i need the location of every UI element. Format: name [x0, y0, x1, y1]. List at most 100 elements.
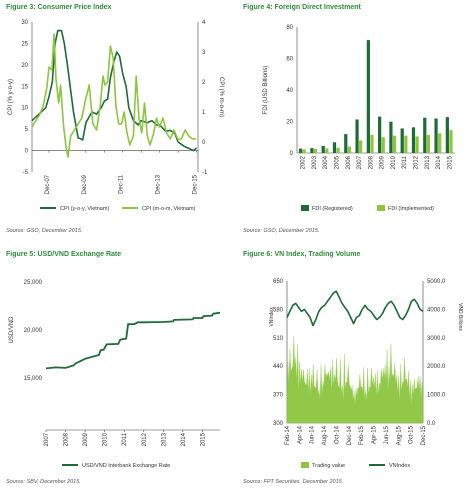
fdi-ytick: 20 — [286, 120, 293, 126]
cpi-ytick: 5 — [25, 127, 29, 133]
fdi-implemented-bar — [438, 133, 442, 153]
fdi-registered-bar — [321, 145, 325, 153]
vni-xtick-label: Jun-14 — [310, 425, 316, 444]
fx-xtick-label: 2012 — [142, 432, 148, 446]
fdi-registered-bar — [299, 148, 303, 153]
fdi-implemented-bar — [325, 148, 329, 153]
fdi-ytick: 40 — [286, 88, 293, 94]
fx-legend-rate-label: USD/VND Interbank Exchange Rate — [82, 463, 170, 469]
fdi-registered-bar — [423, 117, 427, 153]
vni-trading-area — [286, 335, 424, 424]
fx-source: Source: SBV, December 2015. — [6, 479, 81, 485]
fx-xtick-label: 2014 — [181, 432, 187, 446]
cpi-legend-mom-label: CPI (m-o-m, Vietnam) — [142, 206, 196, 212]
fx-ytick: 25,000 — [24, 280, 43, 286]
vni-ytick: 440 — [273, 364, 284, 370]
vni-source: Source: FPT Securities, December 2015. — [243, 479, 344, 485]
cpi-xtick-label: Dec-13 — [156, 174, 162, 194]
cpi-source: Source: GSO, December 2015. — [6, 228, 83, 234]
fdi-xtick-label: 2011 — [402, 155, 408, 169]
fdi-implemented-bar — [359, 140, 363, 153]
vni-y2tick: 3000.0 — [427, 336, 446, 342]
cpi-legend-yoy-label: CPI (y-o-y, Vietnam) — [60, 206, 109, 212]
vni-xtick-label: Oct-14 — [334, 425, 340, 444]
fx-xtick-label: 2008 — [64, 432, 70, 446]
cpi-y2tick: 1 — [202, 110, 206, 116]
fdi-implemented-bar — [415, 136, 419, 153]
fx-ylabel: USD/VND — [9, 316, 15, 344]
vni-y2tick: 5000.0 — [427, 279, 446, 285]
fdi-xtick-label: 2013 — [425, 155, 431, 169]
fdi-implemented-bar — [302, 149, 306, 153]
vni-ytick: 300 — [273, 421, 284, 427]
vni-panel: Figure 6: VN Index, Trading Volume 300 37… — [237, 247, 474, 494]
vni-chart: 300 370 440 510 580 650 0.0 1000.0 2000.0 3000.0 4… — [269, 279, 463, 469]
fx-xtick-label: 2007 — [44, 432, 50, 446]
fdi-registered-bar — [378, 116, 382, 153]
vni-ytick: 650 — [273, 279, 284, 285]
vni-xtick-label: Feb-14 — [285, 425, 291, 445]
fdi-xtick-label: 2015 — [447, 155, 453, 169]
fdi-registered-bar — [332, 142, 337, 153]
cpi-y2tick: 3 — [202, 50, 206, 56]
fx-xtick-label: 2010 — [103, 432, 109, 446]
fx-chart: 15,000 20,000 25,000 USD/VND 2007 2008 2009 201… — [9, 280, 221, 469]
cpi-y2tick: 4 — [202, 20, 206, 26]
fdi-implemented-bar — [449, 130, 453, 153]
fx-title: Figure 5: USD/VND Exchange Rate — [6, 251, 122, 258]
fdi-ytick: 60 — [286, 57, 293, 63]
fdi-ytick: 80 — [286, 25, 293, 31]
fdi-legend-registered-label: FDI (Registered) — [312, 206, 353, 212]
fdi-registered-bar — [355, 119, 359, 153]
vni-xtick-label: Apr-15 — [372, 425, 378, 444]
vni-title: Figure 6: VN Index, Trading Volume — [243, 251, 361, 258]
fdi-legend-implemented-swatch — [377, 205, 385, 211]
fdi-registered-bar — [389, 121, 393, 153]
fdi-registered-bar — [344, 134, 348, 153]
fdi-registered-bar — [411, 127, 416, 153]
fdi-implemented-bar — [347, 146, 351, 153]
fdi-xtick-label: 2005 — [335, 155, 341, 169]
cpi-ylabel: CPI (% y-o-y) — [8, 79, 14, 115]
fdi-panel: Figure 4: Foreign Direct Investment 0 20 4… — [237, 0, 474, 247]
cpi-y2tick: -1 — [202, 170, 208, 176]
fx-panel: Figure 5: USD/VND Exchange Rate 15,000 20… — [0, 247, 237, 494]
cpi-title: Figure 3: Consumer Price Index — [6, 4, 112, 11]
fdi-implemented-bar — [426, 134, 430, 153]
cpi-ytick: 25 — [21, 41, 28, 47]
fx-xtick-label: 2013 — [161, 432, 167, 446]
fdi-xtick-label: 2006 — [346, 155, 352, 169]
vni-ytick: 510 — [273, 336, 284, 342]
fx-xtick-label: 2011 — [122, 432, 128, 446]
vni-legend-trading-swatch — [301, 462, 309, 468]
fdi-xtick-label: 2012 — [414, 155, 420, 169]
cpi-ytick: 20 — [21, 63, 28, 69]
cpi-chart: -5 0 5 10 15 20 25 30 -1 0 1 2 3 4 CPI (% y-o-y) CPI (%… — [8, 20, 224, 212]
vni-xtick-label: Aug-15 — [396, 425, 402, 445]
vni-y2tick: 4000.0 — [427, 307, 446, 313]
fx-xtick-label: 2009 — [83, 432, 89, 446]
cpi-xtick-label: Dec-07 — [45, 174, 51, 194]
vni-index-line — [286, 290, 424, 327]
vni-xtick-label: Apr-14 — [297, 425, 303, 444]
vni-xtick-label: Feb-15 — [359, 425, 365, 445]
vni-legend-index-label: VNIndex — [389, 463, 410, 469]
fdi-legend-registered-swatch — [301, 205, 309, 211]
vni-xtick-label: Aug-14 — [322, 425, 328, 445]
cpi-ytick: 30 — [21, 20, 28, 26]
vni-ytick: 370 — [273, 393, 284, 399]
vni-ylabel: VNIndex — [269, 307, 275, 327]
cpi-y2tick: 2 — [202, 80, 206, 86]
vni-y2tick: 1000.0 — [427, 393, 446, 399]
fdi-registered-bar — [400, 128, 404, 153]
cpi-y2tick: 0 — [202, 140, 206, 146]
cpi-ytick: 15 — [21, 84, 28, 90]
fdi-implemented-bar — [370, 134, 374, 153]
fdi-implemented-bar — [392, 135, 397, 153]
fdi-xtick-label: 2008 — [368, 155, 374, 169]
cpi-ytick: 0 — [25, 149, 29, 155]
vni-xtick-label: Oct-15 — [409, 425, 415, 444]
vni-y2tick: 0.0 — [427, 421, 436, 427]
cpi-xtick-label: Dec-11 — [119, 174, 125, 194]
cpi-ytick: -5 — [23, 170, 29, 176]
